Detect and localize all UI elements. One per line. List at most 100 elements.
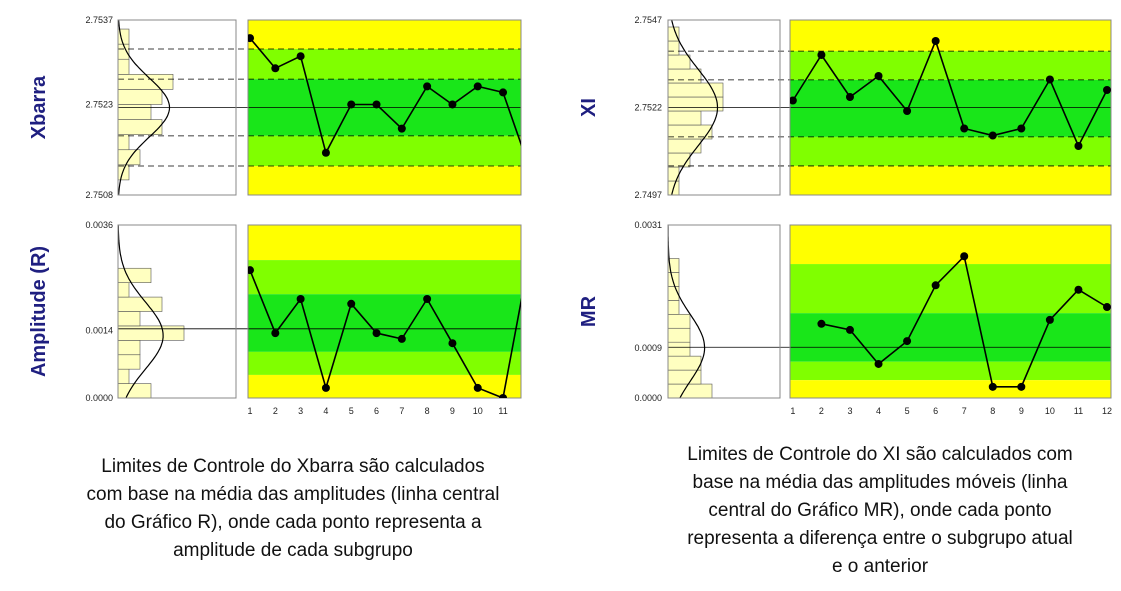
zone xyxy=(790,165,1111,195)
histogram-bar xyxy=(668,40,680,56)
y-axis-label: MR xyxy=(578,295,600,327)
histogram-bar xyxy=(118,164,130,181)
histogram-bar xyxy=(668,54,691,70)
caption-line: amplitude de cada subgrupo xyxy=(173,540,413,561)
histogram-bar xyxy=(118,74,174,90)
data-point xyxy=(397,124,406,133)
control-chart: 0.0036 0.0014 0.0000 1 2 3 4 5 6 7 8 9 10 11 Amplitude… xyxy=(28,220,532,416)
chart-frame xyxy=(247,19,522,196)
data-point xyxy=(499,88,508,97)
data-point xyxy=(347,299,356,308)
y-axis-label: Amplitude (R) xyxy=(28,246,50,377)
histogram-bar xyxy=(118,104,152,120)
y-tick-label: 0.0014 xyxy=(85,326,113,336)
data-point xyxy=(903,107,912,115)
data-point xyxy=(448,100,457,109)
histogram-frame xyxy=(117,19,237,196)
y-tick-label: 0.0000 xyxy=(85,393,113,403)
histogram-bar xyxy=(668,327,691,343)
data-point xyxy=(817,51,826,59)
zone xyxy=(248,294,521,352)
data-point xyxy=(321,148,330,157)
data-point xyxy=(845,325,854,334)
x-tick-label: 7 xyxy=(399,406,404,416)
zone xyxy=(248,351,521,375)
zone xyxy=(790,361,1111,381)
zone xyxy=(790,225,1111,265)
x-tick-label: 5 xyxy=(905,406,910,416)
x-tick-label: 2 xyxy=(819,406,824,416)
histogram-bar xyxy=(668,96,724,112)
caption-line: e o anterior xyxy=(832,556,929,577)
histogram-bar xyxy=(668,152,691,168)
data-line xyxy=(249,37,521,156)
data-point xyxy=(1103,86,1111,94)
data-point xyxy=(1017,382,1026,391)
y-tick-label: 0.0036 xyxy=(85,220,113,230)
zone xyxy=(790,136,1111,166)
histogram-bar xyxy=(118,58,130,75)
histogram-bar xyxy=(118,267,152,283)
histogram-bar xyxy=(118,340,141,356)
zone xyxy=(790,380,1111,398)
data-point xyxy=(988,131,997,140)
histogram-bar xyxy=(118,296,163,312)
data-line xyxy=(792,38,1108,148)
caption-line: central do Gráfico MR), onde cada ponto xyxy=(708,500,1051,521)
x-tick-label: 4 xyxy=(323,406,328,416)
data-point xyxy=(790,96,797,105)
histogram-bar xyxy=(668,110,702,126)
histogram-bar xyxy=(668,383,713,398)
zone xyxy=(248,260,521,295)
data-point xyxy=(960,124,969,133)
data-point xyxy=(1045,315,1054,324)
data-point xyxy=(988,382,997,391)
data-point xyxy=(874,359,883,368)
y-tick-label: 0.0000 xyxy=(634,393,662,403)
data-point xyxy=(931,281,940,290)
x-tick-label: 9 xyxy=(450,406,455,416)
histogram-bar xyxy=(118,282,130,298)
data-point xyxy=(931,37,940,45)
data-point xyxy=(903,337,912,346)
histogram-frame xyxy=(117,224,237,399)
x-tick-label: 6 xyxy=(933,406,938,416)
histogram-bar xyxy=(118,311,141,327)
data-point xyxy=(321,383,330,392)
zone xyxy=(248,166,521,195)
zone xyxy=(790,264,1111,314)
y-tick-label: 2.7508 xyxy=(85,190,113,200)
x-tick-label: 11 xyxy=(1074,406,1083,416)
y-tick-label: 0.0009 xyxy=(634,343,662,353)
data-point xyxy=(524,161,532,169)
data-point xyxy=(423,82,432,91)
data-point xyxy=(499,394,508,398)
control-chart: 2.7537 2.7523 2.7508 Xbarra xyxy=(28,15,532,200)
zone xyxy=(248,48,521,80)
data-point xyxy=(1045,75,1054,84)
caption-line: representa a diferença entre o subgrupo … xyxy=(687,528,1073,549)
data-point xyxy=(524,259,532,267)
zone xyxy=(790,20,1111,52)
data-point xyxy=(347,100,356,109)
series xyxy=(248,259,532,398)
data-point xyxy=(473,383,482,392)
histogram-bar xyxy=(668,313,691,329)
x-tick-label: 11 xyxy=(498,406,507,416)
y-tick-label: 0.0031 xyxy=(634,220,662,230)
histogram-bar xyxy=(118,149,141,166)
x-tick-label: 4 xyxy=(876,406,881,416)
data-point xyxy=(372,100,381,109)
histogram-bar xyxy=(118,89,163,105)
caption-line: com base na média das amplitudes (linha … xyxy=(87,484,500,505)
histogram-bar xyxy=(668,26,680,42)
histogram-frame xyxy=(667,224,781,399)
x-tick-label: 7 xyxy=(962,406,967,416)
caption-line: Limites de Controle do XI são calculados… xyxy=(687,444,1072,465)
x-tick-label: 5 xyxy=(349,406,354,416)
histogram-bar xyxy=(668,68,702,84)
data-point xyxy=(1017,124,1026,133)
zone xyxy=(248,20,521,49)
x-tick-label: 8 xyxy=(425,406,430,416)
